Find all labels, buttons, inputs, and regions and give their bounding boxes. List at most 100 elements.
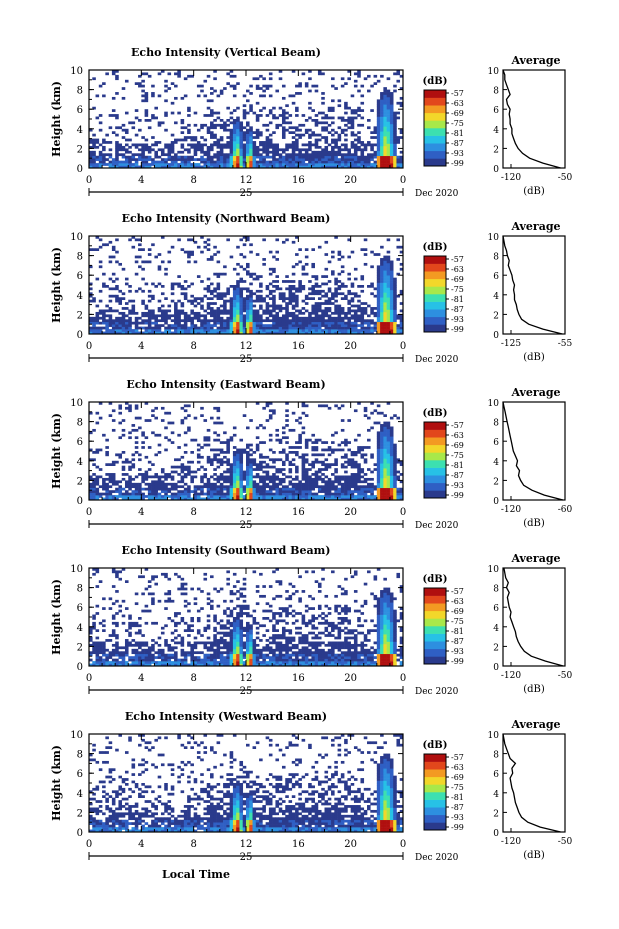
heatmap-cell xyxy=(399,321,404,325)
heatmap-cell xyxy=(380,109,384,112)
heatmap-cell xyxy=(95,651,100,655)
heatmap-cell xyxy=(317,163,322,166)
heatmap-cell xyxy=(337,126,342,130)
heatmap-cell xyxy=(380,148,384,152)
heatmap-cell xyxy=(360,101,365,105)
heatmap-cell xyxy=(275,428,280,432)
heatmap-cell xyxy=(187,485,191,489)
heatmap-cell xyxy=(200,497,204,501)
heatmap-cell xyxy=(98,646,103,650)
heatmap-cell xyxy=(304,458,309,462)
heatmap-cell xyxy=(213,431,217,435)
heatmap-cell xyxy=(141,311,145,315)
heatmap-cell xyxy=(383,304,387,308)
heatmap-cell xyxy=(213,438,217,442)
heatmap-cell xyxy=(98,143,103,147)
heatmap-cell xyxy=(203,475,208,479)
heatmap-cell xyxy=(350,316,355,320)
heatmap-cell xyxy=(190,324,194,327)
heatmap-cell xyxy=(317,292,322,296)
heatmap-cell xyxy=(98,656,103,659)
heatmap-cell xyxy=(301,455,306,459)
heatmap-cell xyxy=(314,480,319,484)
heatmap-cell xyxy=(252,458,257,462)
heatmap-cell xyxy=(105,243,109,247)
heatmap-cell xyxy=(281,131,286,134)
heatmap-cell xyxy=(239,309,244,313)
heatmap-cell xyxy=(128,468,132,471)
heatmap-cell xyxy=(281,331,286,335)
heatmap-cell xyxy=(393,145,397,149)
colorbar-swatch xyxy=(424,263,446,272)
heatmap-cell xyxy=(376,275,381,278)
heatmap-cell xyxy=(242,160,247,164)
heatmap-cell xyxy=(360,148,365,152)
heatmap-cell xyxy=(183,492,188,496)
heatmap-cell xyxy=(187,329,191,332)
heatmap-cell xyxy=(118,487,123,491)
heatmap-cell xyxy=(399,314,404,318)
heatmap-cell xyxy=(206,287,211,291)
heatmap-cell xyxy=(363,487,368,491)
heatmap-cell xyxy=(327,453,332,457)
heatmap-cell xyxy=(170,148,175,152)
heatmap-cell xyxy=(144,419,149,422)
heatmap-cell xyxy=(236,468,240,471)
heatmap-cell xyxy=(190,326,194,330)
heatmap-cell xyxy=(376,307,381,310)
heatmap-cell xyxy=(203,329,208,332)
heatmap-cell xyxy=(321,289,325,293)
heatmap-cell xyxy=(380,451,384,454)
heatmap-cell xyxy=(350,145,355,149)
heatmap-cell xyxy=(376,468,381,471)
heatmap-cell xyxy=(295,138,299,142)
heatmap-cell xyxy=(157,299,162,303)
heatmap-cell xyxy=(236,294,240,298)
heatmap-cell xyxy=(376,331,381,335)
heatmap-cell xyxy=(98,329,103,332)
heatmap-cell xyxy=(389,458,394,462)
heatmap-cell xyxy=(160,497,165,501)
heatmap-cell xyxy=(363,331,368,335)
heatmap-cell xyxy=(170,475,175,479)
heatmap-cell xyxy=(386,141,391,144)
heatmap-cell xyxy=(121,87,126,90)
heatmap-cell xyxy=(268,292,273,296)
heatmap-cell xyxy=(206,495,211,498)
heatmap-cell xyxy=(193,260,198,264)
heatmap-cell xyxy=(304,153,309,157)
heatmap-cell xyxy=(317,487,322,491)
heatmap-cell xyxy=(399,150,404,154)
heatmap-cell xyxy=(160,160,165,164)
heatmap-cell xyxy=(295,126,299,130)
heatmap-cell xyxy=(147,158,152,161)
heatmap-cell xyxy=(278,160,283,164)
heatmap-cell xyxy=(262,324,266,327)
heatmap-cell xyxy=(373,463,378,466)
heatmap-cell xyxy=(357,304,361,308)
heatmap-cell xyxy=(147,487,152,491)
heatmap-cell xyxy=(304,414,309,417)
heatmap-cell xyxy=(376,311,381,315)
heatmap-cell xyxy=(314,314,319,318)
heatmap-cell xyxy=(200,89,204,93)
heatmap-cell xyxy=(157,267,162,271)
heatmap-cell xyxy=(275,148,280,152)
heatmap-cell xyxy=(98,495,103,498)
heatmap-cell xyxy=(193,492,198,496)
heatmap-cell xyxy=(301,497,306,501)
heatmap-cell xyxy=(281,473,286,476)
heatmap-cell xyxy=(304,441,309,444)
heatmap-cell xyxy=(272,294,276,298)
heatmap-cell xyxy=(183,138,188,142)
heatmap-cell xyxy=(92,663,96,667)
heatmap-cell xyxy=(236,163,240,166)
heatmap-cell xyxy=(115,155,119,159)
heatmap-cell xyxy=(239,458,244,462)
heatmap-cell xyxy=(285,319,289,323)
heatmap-cell xyxy=(249,282,253,286)
heatmap-cell xyxy=(285,497,289,501)
heatmap-cell xyxy=(151,160,155,164)
heatmap-cell xyxy=(213,453,217,457)
heatmap-cell xyxy=(151,409,155,413)
